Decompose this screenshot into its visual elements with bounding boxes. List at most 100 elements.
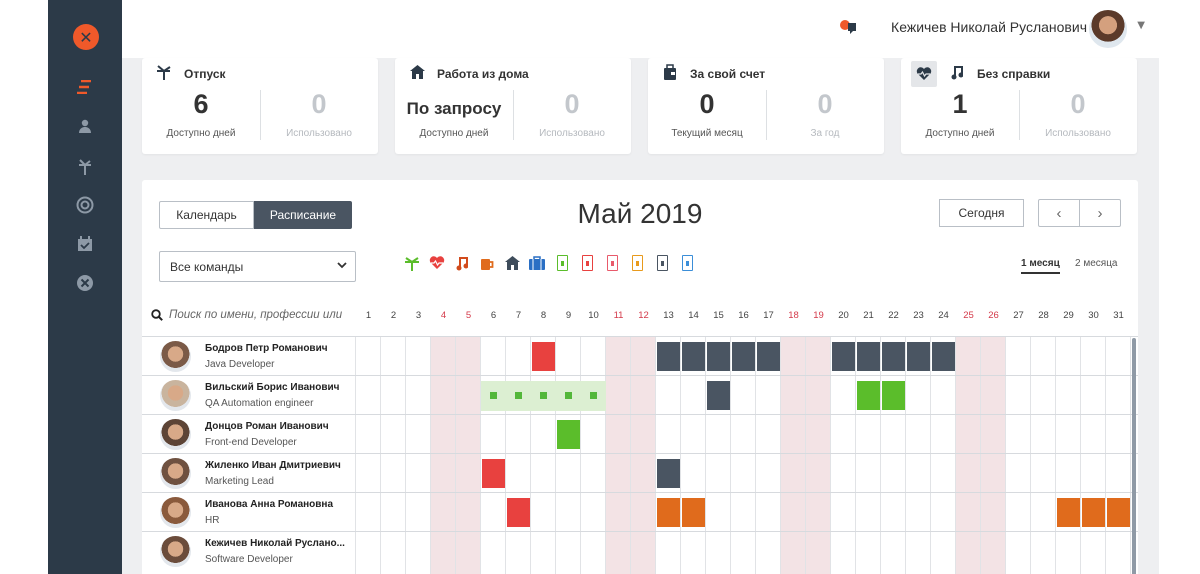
day-label: 3 [415, 310, 422, 321]
employee-name[interactable]: Бодров Петр Романович [205, 343, 328, 354]
absence-busy-cell[interactable] [932, 342, 955, 371]
table-row[interactable]: Жиленко Иван Дмитриевич Marketing Lead [142, 453, 1138, 492]
grid-line [1055, 336, 1056, 574]
chevron-down-icon[interactable]: ▼ [1137, 20, 1145, 31]
absence-sick-cell[interactable] [507, 498, 530, 527]
avatar[interactable] [1087, 8, 1129, 50]
schedule-view-button[interactable]: Расписание [254, 201, 352, 229]
day-label: 5 [465, 310, 472, 321]
stat-right-label: Использовано [1045, 128, 1111, 139]
day-label: 7 [515, 310, 522, 321]
home-icon[interactable] [504, 254, 520, 272]
doc-green-icon[interactable] [554, 254, 570, 272]
absence-busy-cell[interactable] [707, 342, 730, 371]
absence-busy-cell[interactable] [907, 342, 930, 371]
avatar[interactable] [160, 341, 191, 372]
absence-busy-cell[interactable] [882, 342, 905, 371]
today-button[interactable]: Сегодня [939, 199, 1024, 227]
table-row[interactable]: Вильский Борис Иванович QA Automation eng… [142, 375, 1138, 414]
schedule-panel: Календарь Расписание Май 2019 Сегодня ‹ … [142, 180, 1138, 574]
employee-name[interactable]: Кежичев Николай Руслано... [205, 538, 345, 549]
absence-orange-cell[interactable] [682, 498, 705, 527]
table-row[interactable]: Донцов Роман Иванович Front-end Developer [142, 414, 1138, 453]
grid-line [980, 336, 981, 574]
calendar-check-icon[interactable] [72, 231, 98, 257]
grid-line [505, 336, 506, 574]
calendar-view-button[interactable]: Календарь [159, 201, 254, 229]
scrollbar[interactable] [1132, 338, 1136, 574]
day-label: 17 [763, 310, 774, 321]
stat-title: Отпуск [184, 67, 226, 81]
target-icon[interactable] [72, 192, 98, 218]
employee-name[interactable]: Иванова Анна Романовна [205, 499, 334, 510]
employee-role: Java Developer [205, 359, 275, 370]
user-icon[interactable] [72, 113, 98, 139]
doc-blue-icon[interactable] [679, 254, 695, 272]
absence-orange-cell[interactable] [1082, 498, 1105, 527]
absence-sick-cell[interactable] [532, 342, 555, 371]
stat-right-label: Использовано [539, 128, 605, 139]
stat-right-label: Использовано [286, 128, 352, 139]
absence-busy-cell[interactable] [732, 342, 755, 371]
absence-busy-cell[interactable] [682, 342, 705, 371]
avatar[interactable] [160, 419, 191, 450]
heart-pulse-icon[interactable] [911, 61, 937, 87]
range-tab-2-months[interactable]: 2 месяца [1075, 258, 1118, 269]
team-select-value: Все команды [170, 259, 244, 274]
table-row[interactable]: Кежичев Николай Руслано... Software Devel… [142, 531, 1138, 570]
dashboard-icon[interactable] [72, 74, 98, 100]
absence-busy-cell[interactable] [832, 342, 855, 371]
absence-vacation_green-cell[interactable] [882, 381, 905, 410]
absence-busy-cell[interactable] [657, 342, 680, 371]
music-note-icon[interactable] [454, 254, 470, 272]
absence-busy-cell[interactable] [707, 381, 730, 410]
main-area: Кежичев Николай Русланович ▼ Отпуск 6 До… [122, 0, 1159, 574]
grid-line [530, 336, 531, 574]
table-row[interactable]: Бодров Петр Романович Java Developer [142, 336, 1138, 375]
absence-vacation_green-cell[interactable] [857, 381, 880, 410]
suitcase-icon[interactable] [529, 254, 545, 272]
user-name[interactable]: Кежичев Николай Русланович [891, 19, 1087, 35]
range-tab-1-month[interactable]: 1 месяц [1021, 258, 1060, 274]
doc-gray-icon[interactable] [654, 254, 670, 272]
avatar[interactable] [160, 536, 191, 567]
stat-left-value: 0 [699, 89, 715, 119]
palm-icon[interactable] [404, 254, 420, 272]
employee-name[interactable]: Донцов Роман Иванович [205, 421, 329, 432]
avatar[interactable] [160, 380, 191, 411]
doc-pink-icon[interactable] [604, 254, 620, 272]
next-month-button[interactable]: › [1079, 199, 1121, 227]
absence-orange-cell[interactable] [1057, 498, 1080, 527]
absence-vacation_green-cell[interactable] [557, 420, 580, 449]
day-label: 2 [390, 310, 397, 321]
employee-role: Software Developer [205, 554, 293, 565]
absence-orange-cell[interactable] [657, 498, 680, 527]
absence-busy-cell[interactable] [857, 342, 880, 371]
search-field[interactable]: Поиск по имени, профессии или [151, 306, 356, 324]
employee-name[interactable]: Жиленко Иван Дмитриевич [205, 460, 341, 471]
day-label: 24 [938, 310, 949, 321]
day-label: 26 [988, 310, 999, 321]
close-circle-icon[interactable] [72, 270, 98, 296]
work-from-home-mark [490, 392, 497, 399]
avatar[interactable] [160, 458, 191, 489]
app-logo-icon[interactable]: ✕ [73, 24, 99, 50]
table-row[interactable]: Иванова Анна Романовна HR [142, 492, 1138, 531]
avatar[interactable] [160, 497, 191, 528]
chat-icon[interactable] [839, 18, 857, 36]
prev-month-button[interactable]: ‹ [1038, 199, 1080, 227]
mug-icon[interactable] [479, 254, 495, 272]
absence-orange-cell[interactable] [1107, 498, 1130, 527]
heart-icon[interactable] [429, 254, 445, 272]
team-select[interactable]: Все команды [159, 251, 356, 282]
grid-line [405, 336, 406, 574]
absence-busy-cell[interactable] [757, 342, 780, 371]
doc-orange-icon[interactable] [629, 254, 645, 272]
vacation-icon[interactable] [72, 153, 98, 179]
day-label: 13 [663, 310, 674, 321]
absence-busy-cell[interactable] [657, 459, 680, 488]
stat-right-label: За год [810, 128, 840, 139]
doc-red-icon[interactable] [579, 254, 595, 272]
employee-name[interactable]: Вильский Борис Иванович [205, 382, 340, 393]
absence-sick-cell[interactable] [482, 459, 505, 488]
